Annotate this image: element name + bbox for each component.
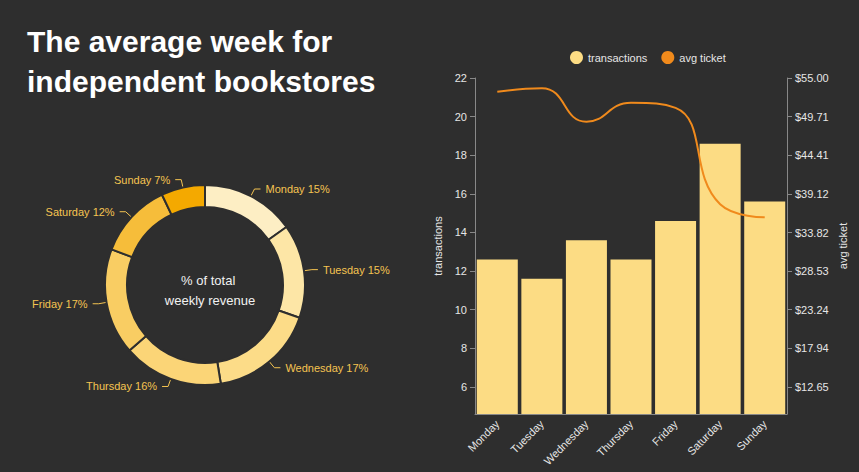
svg-text:avg ticket: avg ticket — [679, 52, 725, 64]
svg-text:$28.53: $28.53 — [795, 265, 829, 277]
svg-text:Tuesday 15%: Tuesday 15% — [323, 264, 390, 276]
svg-text:$23.24: $23.24 — [795, 304, 829, 316]
svg-text:transactions: transactions — [432, 216, 444, 276]
svg-text:Wednesday: Wednesday — [541, 417, 591, 467]
svg-text:18: 18 — [455, 149, 467, 161]
svg-text:$39.12: $39.12 — [795, 188, 829, 200]
svg-text:10: 10 — [455, 304, 467, 316]
svg-text:14: 14 — [455, 226, 467, 238]
svg-text:Thursday 16%: Thursday 16% — [86, 380, 157, 392]
svg-text:$12.65: $12.65 — [795, 381, 829, 393]
svg-text:avg ticket: avg ticket — [837, 223, 849, 269]
svg-text:Monday: Monday — [465, 417, 501, 453]
svg-text:$49.71: $49.71 — [795, 111, 829, 123]
svg-text:weekly revenue: weekly revenue — [164, 293, 255, 308]
svg-text:Friday 17%: Friday 17% — [32, 298, 88, 310]
svg-text:Friday: Friday — [650, 417, 680, 447]
svg-text:$44.41: $44.41 — [795, 149, 829, 161]
svg-text:Tuesday: Tuesday — [508, 417, 546, 455]
svg-text:20: 20 — [455, 111, 467, 123]
svg-text:Sunday: Sunday — [734, 417, 769, 452]
svg-text:transactions: transactions — [588, 52, 648, 64]
svg-text:$17.94: $17.94 — [795, 342, 829, 354]
svg-text:% of total: % of total — [181, 273, 239, 288]
svg-text:$55.00: $55.00 — [795, 72, 829, 84]
svg-text:Wednesday 17%: Wednesday 17% — [285, 362, 368, 374]
svg-text:The average week for: The average week for — [27, 25, 340, 58]
svg-text:$33.82: $33.82 — [795, 227, 829, 239]
svg-text:12: 12 — [455, 265, 467, 277]
svg-text:8: 8 — [461, 342, 467, 354]
svg-text:22: 22 — [455, 72, 467, 84]
svg-text:16: 16 — [455, 188, 467, 200]
svg-text:Saturday 12%: Saturday 12% — [46, 206, 115, 218]
svg-text:Thursday: Thursday — [594, 417, 635, 458]
svg-text:6: 6 — [461, 381, 467, 393]
svg-text:independent bookstores: independent bookstores — [27, 65, 375, 98]
svg-text:Sunday 7%: Sunday 7% — [114, 174, 170, 186]
svg-text:Saturday: Saturday — [685, 417, 725, 457]
svg-text:Monday 15%: Monday 15% — [265, 183, 329, 195]
